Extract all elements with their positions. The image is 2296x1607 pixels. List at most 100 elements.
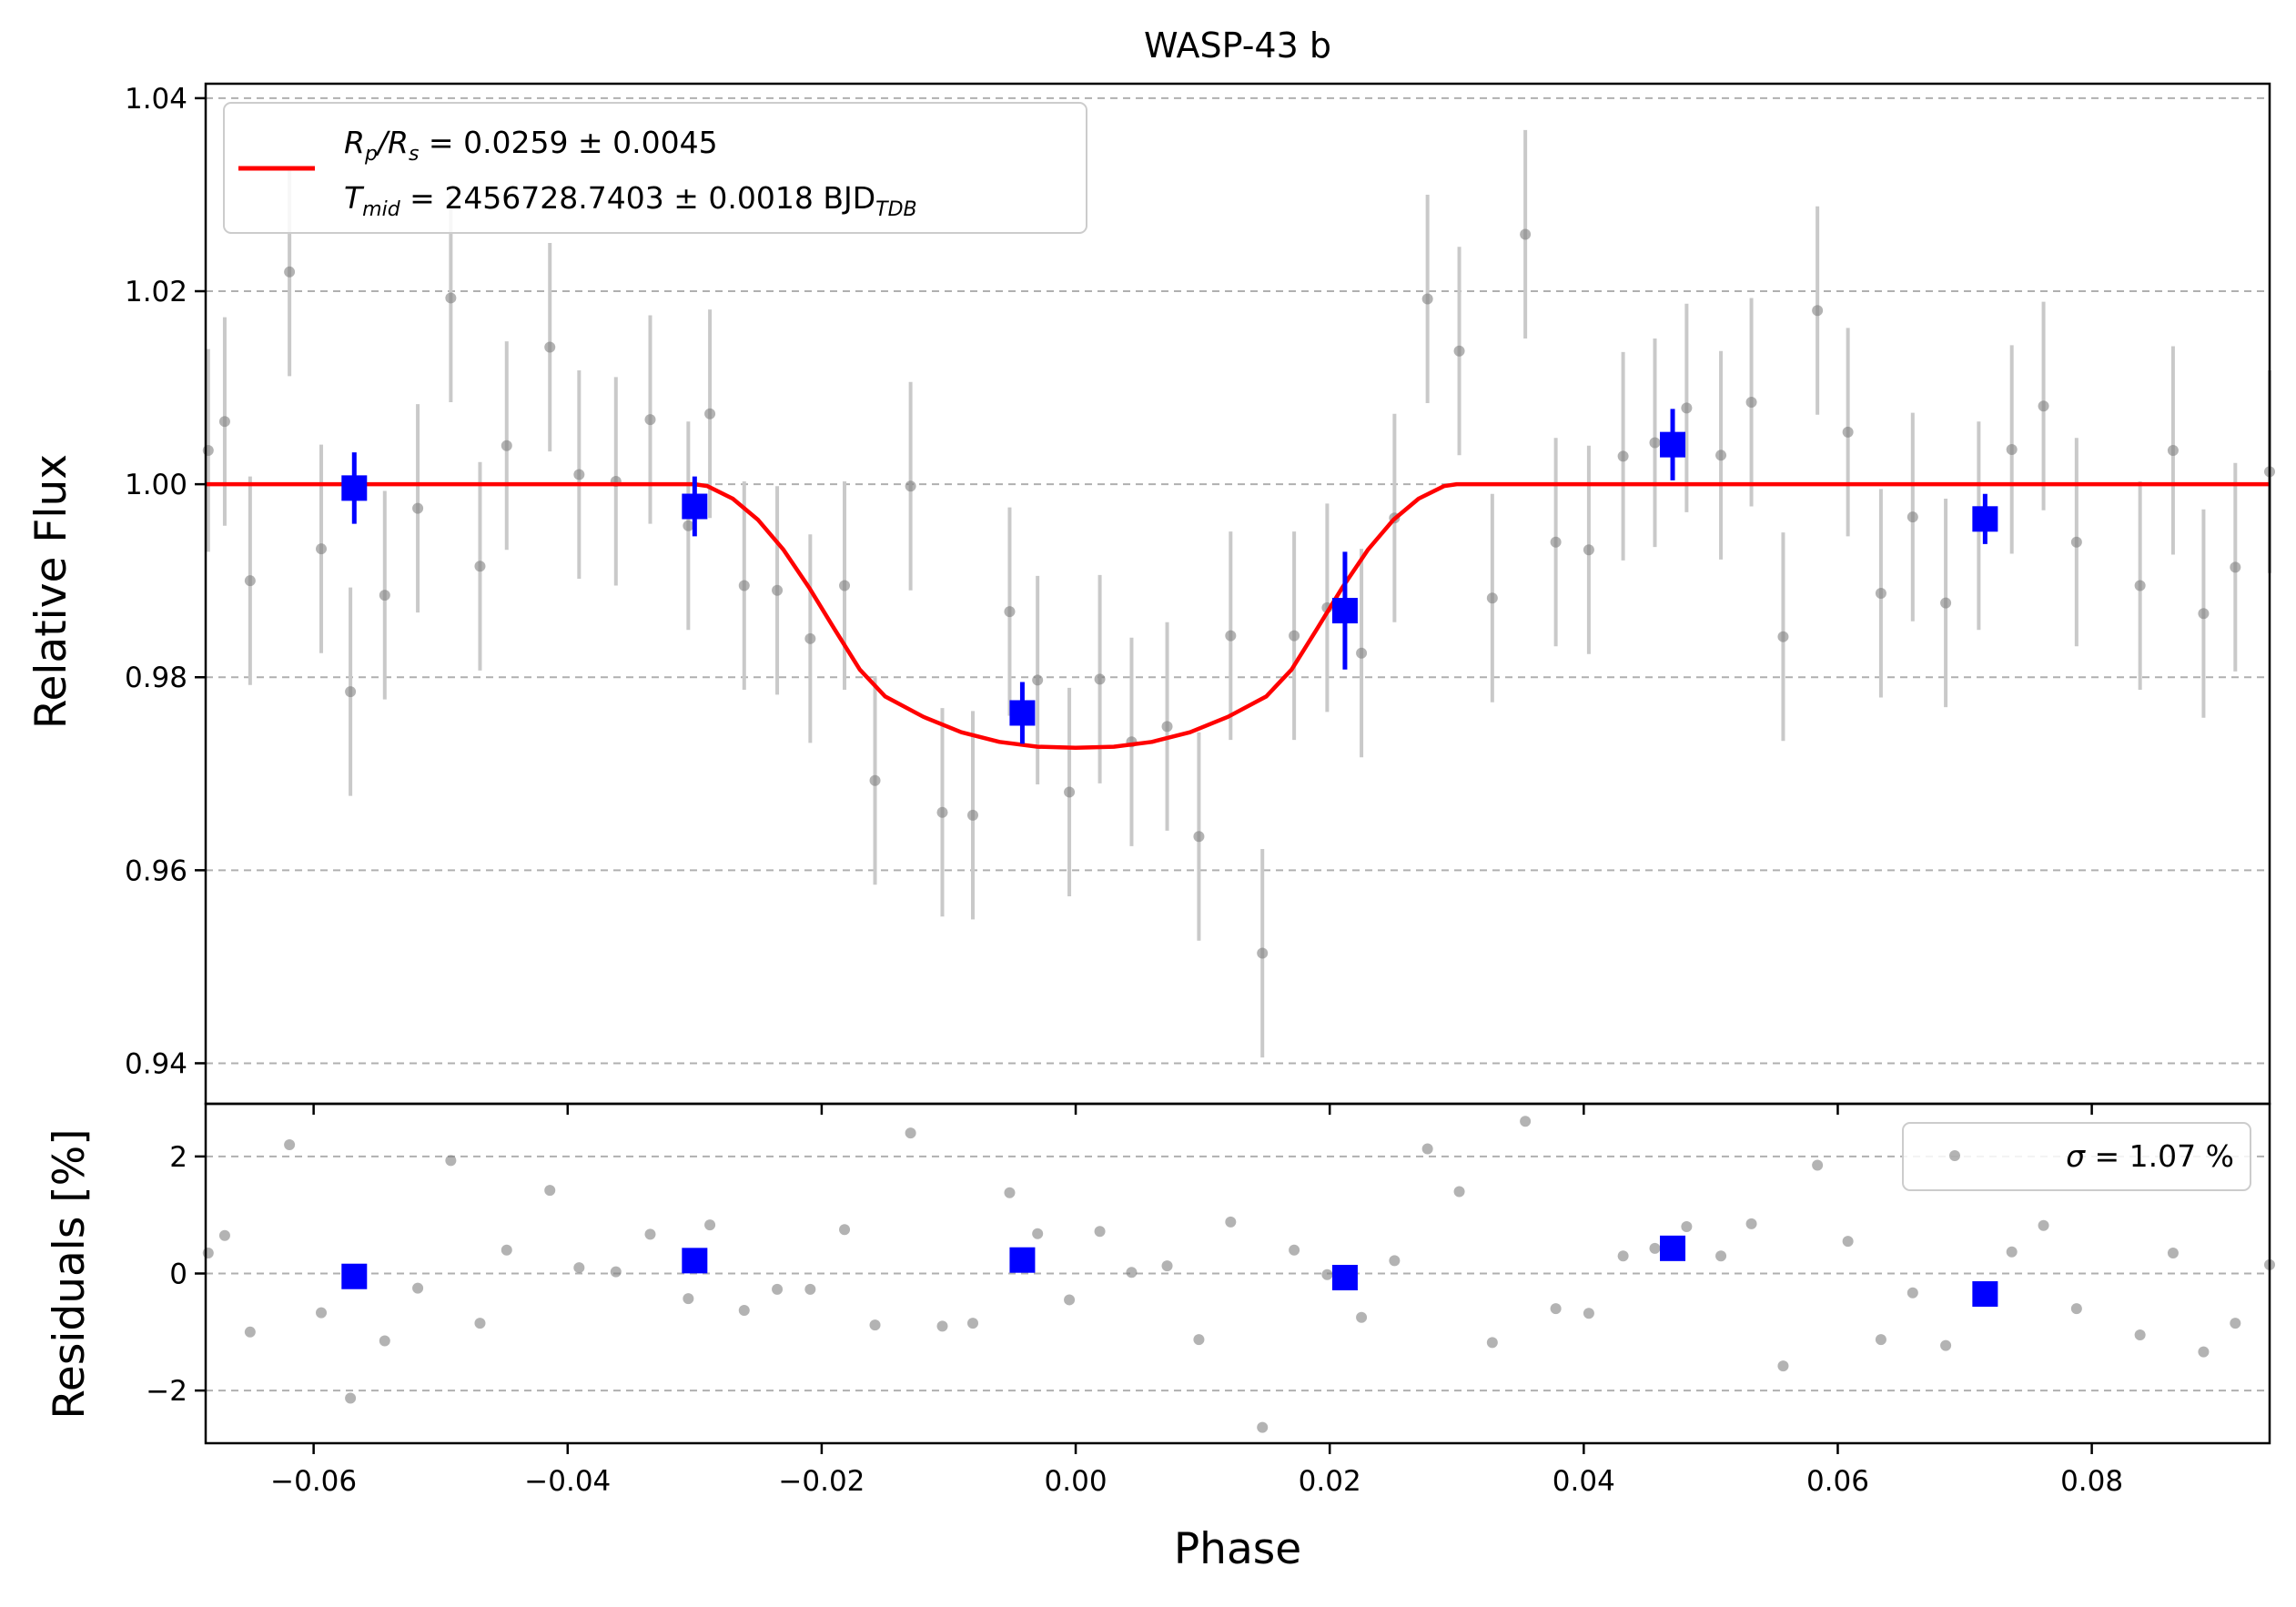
residual-raw-point [1907, 1287, 1918, 1299]
residual-raw-point [2006, 1246, 2018, 1258]
flux-raw-point [869, 774, 881, 786]
flux-legend: Rp/Rs = 0.0259 ± 0.0045 Tmid = 2456728.7… [223, 102, 1087, 234]
legend-tmid-sub-tdb: TDB [875, 198, 916, 221]
residual-raw-point [345, 1392, 357, 1404]
flux-raw-point [738, 580, 750, 591]
residual-raw-point [1875, 1334, 1886, 1346]
residual-raw-point [379, 1335, 390, 1347]
residual-raw-point [316, 1307, 328, 1319]
residual-raw-point [202, 1247, 214, 1258]
residual-gridlines [206, 1155, 2270, 1392]
flux-y-tick-label: 0.96 [125, 854, 187, 887]
sigma-value: = 1.07 % [2085, 1138, 2234, 1174]
residual-binned-point [1009, 1247, 1036, 1273]
residual-raw-point [1356, 1311, 1368, 1323]
flux-raw-point [244, 575, 256, 587]
residual-raw-point [1453, 1186, 1465, 1198]
flux-raw-point [1617, 450, 1629, 462]
flux-raw-point [644, 414, 656, 426]
residual-y-ticks: −2 0 2 [146, 1141, 206, 1408]
residual-y-tick-label: −2 [146, 1375, 187, 1408]
residual-raw-point [1583, 1308, 1594, 1319]
plot-title: WASP-43 b [1144, 25, 1331, 66]
residual-raw-point [218, 1229, 230, 1241]
residual-raw-point [1486, 1337, 1498, 1349]
flux-raw-point [544, 341, 556, 353]
flux-raw-point [966, 809, 978, 821]
flux-raw-point [316, 543, 328, 555]
residual-raw-point [1321, 1268, 1333, 1280]
residual-raw-point [1421, 1143, 1433, 1155]
flux-raw-point [1161, 721, 1173, 733]
residual-raw-point [683, 1293, 694, 1305]
residual-raw-point [1032, 1228, 1044, 1239]
flux-binned-points [341, 409, 1998, 744]
flux-raw-point [704, 408, 716, 419]
flux-raw-point [379, 590, 390, 601]
residual-raw-point [1649, 1242, 1661, 1254]
residual-raw-point [1225, 1216, 1237, 1228]
residual-raw-point [1094, 1226, 1106, 1238]
residual-binned-point [341, 1263, 368, 1289]
flux-raw-point [573, 469, 585, 480]
flux-raw-point [2134, 580, 2146, 591]
flux-gridlines [206, 96, 2270, 1065]
residual-y-tick-label: 2 [169, 1141, 187, 1174]
residual-raw-point [2038, 1219, 2049, 1231]
flux-plot-frame [204, 82, 2271, 1106]
residual-raw-point [284, 1139, 296, 1151]
flux-raw-point [1907, 511, 1918, 523]
phase-x-ticks: −0.06 −0.04 −0.02 0.00 0.02 0.04 0.06 0.08 [270, 1443, 2123, 1498]
residual-raw-point [1550, 1303, 1562, 1315]
flux-raw-point [772, 584, 784, 596]
flux-raw-point [1745, 396, 1757, 408]
residual-binned-point [1331, 1265, 1358, 1291]
flux-binned-point [1660, 431, 1686, 458]
residual-raw-point [1289, 1244, 1300, 1256]
flux-raw-point [1421, 293, 1433, 305]
flux-raw-point [2038, 400, 2049, 412]
residual-raw-point [1389, 1255, 1401, 1267]
residual-raw-point [1940, 1339, 1952, 1351]
flux-raw-point [905, 480, 916, 492]
flux-raw-point [1681, 402, 1693, 414]
flux-model-curve [206, 481, 2270, 750]
legend-depth-label: Rp/Rs = 0.0259 ± 0.0045 [344, 125, 718, 166]
residual-raw-point [966, 1318, 978, 1329]
residual-raw-point [936, 1320, 948, 1332]
flux-raw-point [2070, 536, 2082, 548]
residual-raw-point [1617, 1250, 1629, 1262]
residual-legend-swatch [1949, 1150, 1960, 1161]
residual-raw-point [1777, 1360, 1789, 1372]
legend-depth-r2: /R [375, 125, 409, 160]
flux-raw-point [1289, 630, 1300, 642]
flux-raw-point [1875, 587, 1886, 599]
flux-raw-point [2230, 561, 2241, 573]
flux-raw-point [202, 445, 214, 457]
residual-binned-points [341, 1235, 1998, 1308]
residuals-axis-label: Residuals [%] [45, 1128, 95, 1419]
residual-raw-point [501, 1244, 512, 1256]
flux-raw-point [1842, 426, 1854, 438]
residual-raw-point [1842, 1236, 1854, 1248]
flux-raw-point [1356, 647, 1368, 659]
sigma-legend-label: σ = 1.07 % [2066, 1138, 2234, 1174]
residual-raw-point [244, 1326, 256, 1338]
flux-raw-point [474, 561, 486, 572]
flux-raw-point [284, 266, 296, 278]
residual-raw-point [573, 1262, 585, 1274]
residual-raw-point [544, 1185, 556, 1197]
flux-raw-point [1649, 437, 1661, 449]
legend-depth-sub-p: p [364, 143, 378, 166]
phase-x-tick-label: 0.00 [1045, 1465, 1108, 1498]
residual-raw-point [704, 1219, 716, 1231]
residual-binned-point [682, 1248, 708, 1274]
residual-binned-point [1972, 1281, 1998, 1308]
flux-y-ticks: 0.94 0.96 0.98 1.00 1.02 1.04 [125, 83, 2093, 1115]
flux-raw-point [1064, 786, 1076, 798]
phase-x-tick-label: 0.04 [1553, 1465, 1615, 1498]
flux-raw-point [1812, 305, 1824, 317]
residual-raw-point [1520, 1116, 1532, 1127]
flux-y-tick-label: 1.02 [125, 276, 187, 308]
flux-raw-point [1777, 631, 1789, 642]
